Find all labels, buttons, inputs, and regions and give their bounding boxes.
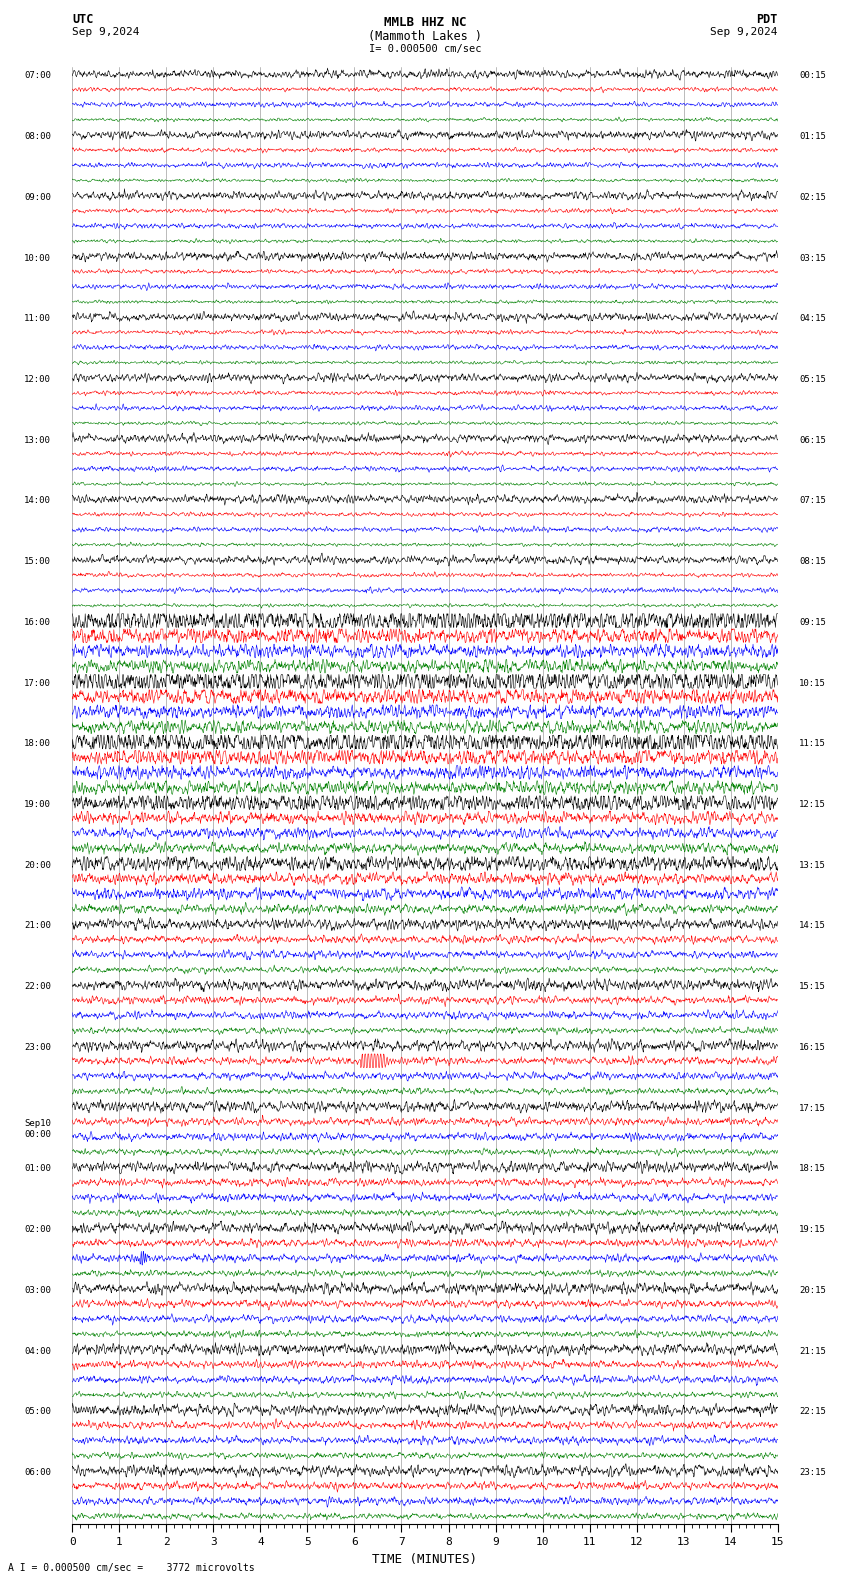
Text: 19:00: 19:00 bbox=[24, 800, 51, 809]
Text: 22:00: 22:00 bbox=[24, 982, 51, 992]
Text: 02:00: 02:00 bbox=[24, 1224, 51, 1234]
Text: 11:15: 11:15 bbox=[799, 740, 826, 748]
Text: 18:15: 18:15 bbox=[799, 1164, 826, 1174]
Text: 04:15: 04:15 bbox=[799, 314, 826, 323]
Text: 12:15: 12:15 bbox=[799, 800, 826, 809]
Text: MMLB HHZ NC: MMLB HHZ NC bbox=[383, 16, 467, 29]
Text: 23:00: 23:00 bbox=[24, 1042, 51, 1052]
X-axis label: TIME (MINUTES): TIME (MINUTES) bbox=[372, 1552, 478, 1565]
Text: 21:00: 21:00 bbox=[24, 922, 51, 930]
Text: 07:15: 07:15 bbox=[799, 496, 826, 505]
Text: 03:15: 03:15 bbox=[799, 253, 826, 263]
Text: 23:15: 23:15 bbox=[799, 1468, 826, 1476]
Text: 20:15: 20:15 bbox=[799, 1286, 826, 1294]
Text: 04:00: 04:00 bbox=[24, 1346, 51, 1356]
Text: 09:00: 09:00 bbox=[24, 193, 51, 201]
Text: 06:15: 06:15 bbox=[799, 436, 826, 445]
Text: PDT: PDT bbox=[756, 13, 778, 25]
Text: A I = 0.000500 cm/sec =    3772 microvolts: A I = 0.000500 cm/sec = 3772 microvolts bbox=[8, 1563, 255, 1573]
Text: 01:15: 01:15 bbox=[799, 131, 826, 141]
Text: 14:15: 14:15 bbox=[799, 922, 826, 930]
Text: 05:00: 05:00 bbox=[24, 1407, 51, 1416]
Text: 03:00: 03:00 bbox=[24, 1286, 51, 1294]
Text: 00:15: 00:15 bbox=[799, 71, 826, 81]
Text: (Mammoth Lakes ): (Mammoth Lakes ) bbox=[368, 30, 482, 43]
Text: 15:15: 15:15 bbox=[799, 982, 826, 992]
Text: 02:15: 02:15 bbox=[799, 193, 826, 201]
Text: 20:00: 20:00 bbox=[24, 860, 51, 870]
Text: 21:15: 21:15 bbox=[799, 1346, 826, 1356]
Text: 08:15: 08:15 bbox=[799, 558, 826, 565]
Text: 14:00: 14:00 bbox=[24, 496, 51, 505]
Text: 10:15: 10:15 bbox=[799, 678, 826, 687]
Text: 18:00: 18:00 bbox=[24, 740, 51, 748]
Text: 01:00: 01:00 bbox=[24, 1164, 51, 1174]
Text: 12:00: 12:00 bbox=[24, 375, 51, 383]
Text: 13:00: 13:00 bbox=[24, 436, 51, 445]
Text: 09:15: 09:15 bbox=[799, 618, 826, 627]
Text: 06:00: 06:00 bbox=[24, 1468, 51, 1476]
Text: 22:15: 22:15 bbox=[799, 1407, 826, 1416]
Text: I= 0.000500 cm/sec: I= 0.000500 cm/sec bbox=[369, 44, 481, 54]
Text: Sep 9,2024: Sep 9,2024 bbox=[72, 27, 139, 36]
Text: 19:15: 19:15 bbox=[799, 1224, 826, 1234]
Text: 11:00: 11:00 bbox=[24, 314, 51, 323]
Text: 16:00: 16:00 bbox=[24, 618, 51, 627]
Text: 08:00: 08:00 bbox=[24, 131, 51, 141]
Text: 05:15: 05:15 bbox=[799, 375, 826, 383]
Text: 17:15: 17:15 bbox=[799, 1104, 826, 1112]
Text: 13:15: 13:15 bbox=[799, 860, 826, 870]
Text: UTC: UTC bbox=[72, 13, 94, 25]
Text: 16:15: 16:15 bbox=[799, 1042, 826, 1052]
Text: Sep10
00:00: Sep10 00:00 bbox=[24, 1120, 51, 1139]
Text: 10:00: 10:00 bbox=[24, 253, 51, 263]
Text: 07:00: 07:00 bbox=[24, 71, 51, 81]
Text: 17:00: 17:00 bbox=[24, 678, 51, 687]
Text: Sep 9,2024: Sep 9,2024 bbox=[711, 27, 778, 36]
Text: 15:00: 15:00 bbox=[24, 558, 51, 565]
